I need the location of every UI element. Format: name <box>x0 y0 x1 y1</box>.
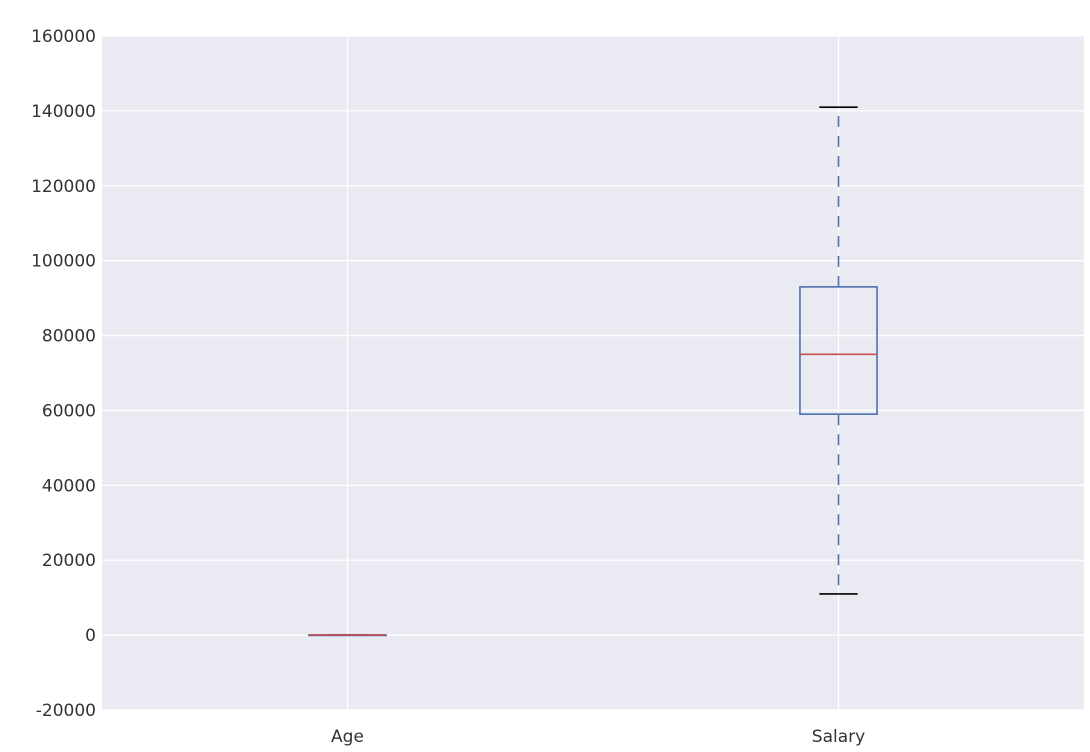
box-body-1 <box>799 286 878 415</box>
y-tick-label-1: 0 <box>85 626 96 646</box>
boxes <box>308 106 878 637</box>
y-tick-label-3: 40000 <box>42 476 96 496</box>
y-tick-label-0: -20000 <box>36 701 96 721</box>
x-tick-label-1: Salary <box>812 727 865 747</box>
y-tick-label-6: 100000 <box>31 252 96 272</box>
grid-lines <box>102 35 1084 711</box>
x-tick-label-0: Age <box>331 727 364 747</box>
y-tick-label-4: 60000 <box>42 401 96 421</box>
box-age <box>308 634 387 637</box>
plot-area <box>102 36 1084 710</box>
x-axis-ticks: Age Salary <box>331 727 865 747</box>
y-tick-label-7: 120000 <box>31 177 96 197</box>
box-salary <box>799 106 878 595</box>
y-tick-label-9: 160000 <box>31 27 96 47</box>
y-axis-ticks: -20000 0 20000 40000 60000 80000 100000 120000 1… <box>31 27 96 721</box>
y-tick-label-5: 80000 <box>42 327 96 347</box>
y-tick-label-8: 140000 <box>31 102 96 122</box>
y-tick-label-2: 20000 <box>42 551 96 571</box>
